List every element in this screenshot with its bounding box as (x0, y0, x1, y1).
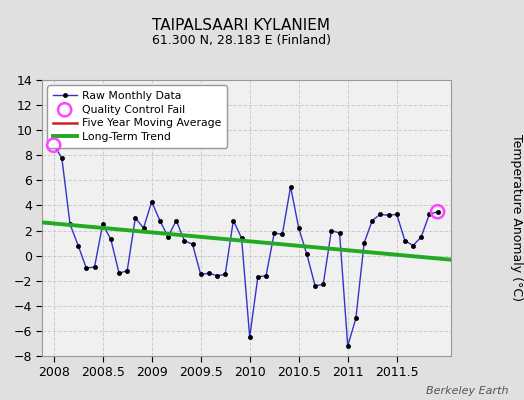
Raw Monthly Data (279, 232, 286, 237)
Raw Monthly Data (271, 231, 277, 236)
Raw Monthly Data (304, 252, 310, 257)
Raw Monthly Data (426, 212, 432, 217)
Raw Monthly Data (288, 184, 294, 189)
Raw Monthly Data (353, 316, 359, 321)
Raw Monthly Data (189, 242, 195, 247)
Raw Monthly Data (157, 218, 163, 223)
Raw Monthly Data (263, 273, 269, 278)
Raw Monthly Data (255, 274, 261, 279)
Raw Monthly Data (320, 282, 326, 287)
Quality Control Fail (49, 142, 58, 148)
Text: 61.300 N, 28.183 E (Finland): 61.300 N, 28.183 E (Finland) (151, 34, 331, 47)
Raw Monthly Data (148, 199, 155, 204)
Raw Monthly Data (238, 236, 245, 240)
Raw Monthly Data (140, 226, 147, 230)
Raw Monthly Data (394, 212, 400, 217)
Raw Monthly Data (377, 212, 384, 217)
Legend: Raw Monthly Data, Quality Control Fail, Five Year Moving Average, Long-Term Tren: Raw Monthly Data, Quality Control Fail, … (47, 86, 227, 148)
Raw Monthly Data (173, 218, 179, 223)
Raw Monthly Data (132, 216, 138, 220)
Raw Monthly Data (124, 268, 130, 273)
Raw Monthly Data (83, 266, 90, 270)
Raw Monthly Data (230, 218, 236, 223)
Raw Monthly Data (386, 213, 392, 218)
Raw Monthly Data (247, 335, 253, 340)
Raw Monthly Data (336, 231, 343, 236)
Quality Control Fail (433, 208, 442, 215)
Text: Temperature Anomaly (°C): Temperature Anomaly (°C) (510, 134, 522, 302)
Raw Monthly Data (296, 226, 302, 230)
Raw Monthly Data (361, 241, 367, 246)
Raw Monthly Data (181, 238, 188, 243)
Raw Monthly Data (165, 234, 171, 239)
Raw Monthly Data (369, 218, 375, 223)
Raw Monthly Data (91, 264, 97, 269)
Raw Monthly Data (214, 273, 220, 278)
Raw Monthly Data (75, 243, 81, 248)
Raw Monthly Data (67, 222, 73, 227)
Raw Monthly Data (402, 238, 408, 243)
Raw Monthly Data (434, 209, 441, 214)
Raw Monthly Data (418, 234, 424, 239)
Raw Monthly Data (328, 228, 334, 233)
Raw Monthly Data (100, 222, 106, 227)
Raw Monthly Data (222, 272, 228, 277)
Raw Monthly Data (50, 143, 57, 148)
Raw Monthly Data (410, 243, 416, 248)
Raw Monthly Data (312, 283, 318, 288)
Raw Monthly Data (59, 155, 65, 160)
Raw Monthly Data (206, 271, 212, 276)
Raw Monthly Data (345, 344, 351, 348)
Text: Berkeley Earth: Berkeley Earth (426, 386, 508, 396)
Raw Monthly Data (198, 272, 204, 277)
Raw Monthly Data (107, 237, 114, 242)
Line: Raw Monthly Data: Raw Monthly Data (51, 143, 440, 348)
Raw Monthly Data (116, 271, 122, 276)
Text: TAIPALSAARI KYLANIEM: TAIPALSAARI KYLANIEM (152, 18, 330, 33)
